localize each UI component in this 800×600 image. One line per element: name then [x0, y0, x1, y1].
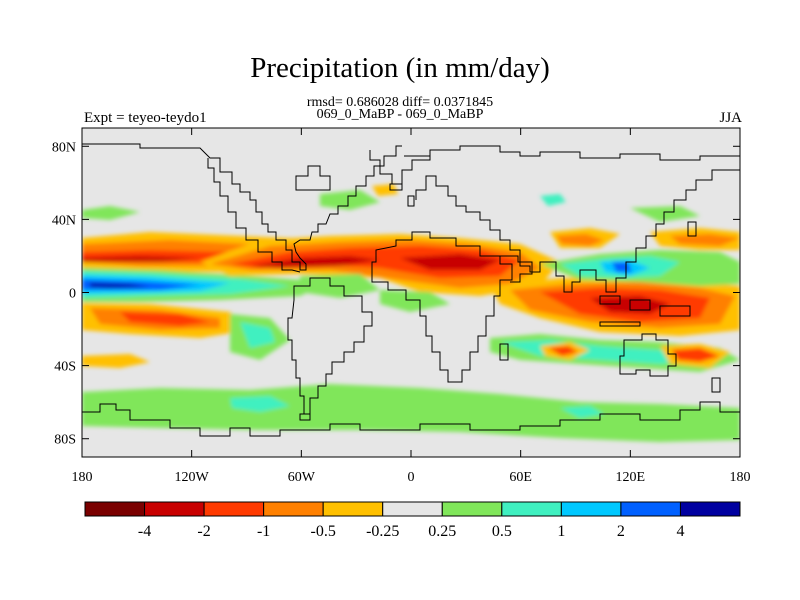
africa-outline: [371, 231, 513, 383]
x-tick-label: 60W: [288, 470, 316, 485]
x-tick-label: 60E: [509, 470, 532, 485]
australia-outline: [619, 333, 677, 377]
colorbar-swatch: [84, 501, 146, 517]
x-axis: 180 120W 60W 0 60E 120E 180: [72, 128, 751, 485]
arabia-outline: [500, 255, 533, 283]
y-axis: 80N 40N 0 40S 80S: [52, 140, 740, 448]
anomaly-region: [230, 396, 290, 412]
colorbar-swatch: [263, 501, 324, 517]
hudson-bay-outline: [295, 165, 331, 191]
plot-title: Precipitation (in mm/day): [250, 52, 550, 84]
x-tick-label: 180: [730, 470, 751, 485]
antarctica-outline: [82, 401, 740, 437]
y-tick-label: 80N: [52, 140, 76, 155]
colorbar-label: -1: [257, 523, 270, 540]
new-zealand-outline: [711, 377, 721, 393]
north-america-west-outline: [207, 158, 301, 273]
x-tick-label: 120W: [175, 470, 210, 485]
y-tick-label: 40S: [54, 360, 76, 375]
colorbar-swatch: [382, 501, 443, 517]
x-tick-label: 180: [72, 470, 93, 485]
precipitation-field: [82, 184, 740, 442]
y-tick-label: 0: [69, 287, 76, 302]
anomaly-region: [630, 206, 700, 222]
coastlines: [82, 143, 740, 437]
colorbar-swatch: [501, 501, 562, 517]
maritime-continent-outline: [599, 295, 691, 327]
colorbar-label: 2: [617, 523, 625, 540]
anomaly-region: [548, 346, 578, 356]
iceland-outline: [389, 183, 403, 191]
colorbar-swatch: [620, 501, 681, 517]
antarctic-peninsula-outline: [299, 413, 311, 421]
colorbar-label: 4: [676, 523, 684, 540]
anomaly-region: [556, 234, 604, 246]
colorbar-label: 1: [557, 523, 565, 540]
anomaly-region: [380, 290, 450, 312]
stats-line: rmsd= 0.686028 diff= 0.0371845: [306, 95, 494, 110]
arctic-coast-outline: [404, 145, 740, 161]
anomaly-region: [320, 190, 380, 210]
plot-subtitle: 069_0_MaBP - 069_0_MaBP: [316, 107, 484, 122]
y-tick-label: 80S: [54, 433, 76, 448]
south-america-outline: [287, 277, 373, 415]
anomaly-region: [672, 348, 720, 362]
colorbar-label: -2: [197, 523, 210, 540]
anomaly-region: [612, 262, 632, 272]
colorbar-swatch: [441, 501, 503, 517]
colorbar-swatch: [322, 501, 384, 517]
colorbar-label: 0.5: [492, 523, 512, 540]
colorbar: -4 -2 -1 -0.5 -0.25 0.25 0.5 1 2 4: [84, 501, 741, 540]
colorbar-swatch: [203, 501, 265, 517]
anomaly-region: [400, 254, 500, 270]
colorbar-swatch: [560, 501, 622, 517]
colorbar-label: -4: [138, 523, 151, 540]
eurasia-outline: [415, 169, 740, 293]
colorbar-swatch: [679, 501, 741, 517]
anomaly-region: [82, 354, 150, 368]
colorbar-label: 0.25: [428, 523, 456, 540]
anomaly-region: [82, 206, 140, 220]
colorbar-label: -0.5: [311, 523, 336, 540]
colorbar-swatch: [144, 501, 205, 517]
madagascar-outline: [499, 343, 509, 361]
experiment-label: Expt = teyeo-teydo1: [84, 110, 207, 126]
north-america-outline: [82, 143, 402, 271]
anomaly-region: [372, 184, 398, 196]
season-label: JJA: [719, 110, 742, 126]
uk-outline: [407, 195, 415, 207]
x-tick-label: 0: [408, 470, 415, 485]
anomaly-region: [82, 256, 200, 262]
anomaly-region: [90, 283, 150, 288]
y-tick-label: 40N: [52, 213, 76, 228]
anomaly-region: [670, 234, 740, 246]
colorbar-label: -0.25: [366, 523, 399, 540]
x-tick-label: 120E: [616, 470, 646, 485]
japan-outline: [687, 221, 697, 237]
anomaly-region: [560, 406, 604, 418]
anomaly-region: [540, 194, 566, 206]
anomaly-region: [240, 322, 275, 348]
anomaly-region: [120, 312, 210, 326]
